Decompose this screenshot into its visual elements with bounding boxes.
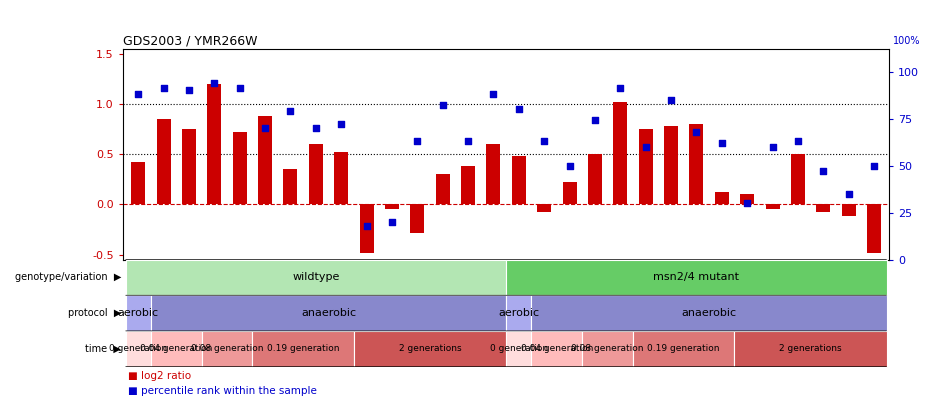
Point [410, 138, 425, 144]
Bar [639, 129, 653, 205]
Point [765, 143, 780, 150]
Text: ■ percentile rank within the sample: ■ percentile rank within the sample [128, 386, 317, 396]
Text: 2 generations: 2 generations [780, 344, 842, 353]
Bar [207, 84, 221, 205]
Text: 0.08 generation: 0.08 generation [571, 344, 644, 353]
Text: wildtype: wildtype [292, 273, 340, 282]
Text: 0.04 generation: 0.04 generation [520, 344, 593, 353]
Bar [791, 154, 805, 205]
Point [435, 102, 450, 109]
Bar [715, 192, 728, 205]
Bar [537, 205, 552, 213]
Point [815, 168, 831, 175]
Point [334, 121, 349, 128]
Bar [284, 169, 297, 205]
Bar [587, 154, 602, 205]
Point [131, 91, 146, 97]
Point [207, 80, 222, 86]
Text: anaerobic: anaerobic [301, 308, 356, 318]
Text: ■ log2 ratio: ■ log2 ratio [128, 371, 191, 381]
Point [639, 143, 654, 150]
Point [257, 125, 272, 131]
Point [587, 117, 603, 124]
Text: anaerobic: anaerobic [681, 308, 737, 318]
Bar [157, 119, 170, 205]
Point [308, 125, 324, 131]
Point [536, 138, 552, 144]
Point [486, 91, 501, 97]
Bar [563, 182, 576, 205]
Text: aerobic: aerobic [117, 308, 159, 318]
Bar [436, 175, 449, 205]
Point [156, 85, 171, 92]
Text: 0.19 generation: 0.19 generation [647, 344, 720, 353]
Bar [512, 156, 526, 205]
Bar [461, 166, 475, 205]
Point [283, 108, 298, 114]
Bar [385, 205, 399, 209]
Text: aerobic: aerobic [499, 308, 539, 318]
Bar [842, 205, 855, 217]
Text: time  ▶: time ▶ [85, 344, 121, 354]
Point [841, 191, 856, 197]
Text: 0.08 generation: 0.08 generation [191, 344, 263, 353]
Bar [131, 162, 145, 205]
Point [663, 96, 678, 103]
Text: protocol  ▶: protocol ▶ [68, 308, 121, 318]
Point [232, 85, 247, 92]
Point [384, 219, 399, 225]
Bar [308, 144, 323, 205]
Point [867, 162, 882, 169]
Text: 0.19 generation: 0.19 generation [267, 344, 340, 353]
Bar [740, 194, 754, 205]
Point [613, 85, 628, 92]
Point [714, 140, 729, 146]
Point [461, 138, 476, 144]
Text: 0 generation: 0 generation [109, 344, 167, 353]
Bar [664, 126, 678, 205]
Point [689, 128, 704, 135]
Point [359, 222, 374, 229]
Text: 0 generation: 0 generation [490, 344, 548, 353]
Text: msn2/4 mutant: msn2/4 mutant [654, 273, 740, 282]
Text: 0.04 generation: 0.04 generation [140, 344, 213, 353]
Bar [486, 144, 500, 205]
Bar [411, 205, 425, 232]
Bar [359, 205, 374, 253]
Text: 100%: 100% [893, 36, 920, 46]
Bar [690, 124, 704, 205]
Text: 2 generations: 2 generations [398, 344, 462, 353]
Text: GDS2003 / YMR266W: GDS2003 / YMR266W [123, 35, 257, 48]
Bar [765, 205, 780, 209]
Bar [613, 102, 627, 205]
Bar [867, 205, 881, 253]
Bar [816, 205, 831, 213]
Point [790, 138, 805, 144]
Bar [334, 152, 348, 205]
Point [511, 106, 526, 113]
Point [182, 87, 197, 94]
Bar [233, 132, 247, 205]
Bar [182, 129, 196, 205]
Bar [258, 116, 272, 205]
Point [740, 200, 755, 207]
Text: genotype/variation  ▶: genotype/variation ▶ [15, 273, 121, 282]
Point [562, 162, 577, 169]
